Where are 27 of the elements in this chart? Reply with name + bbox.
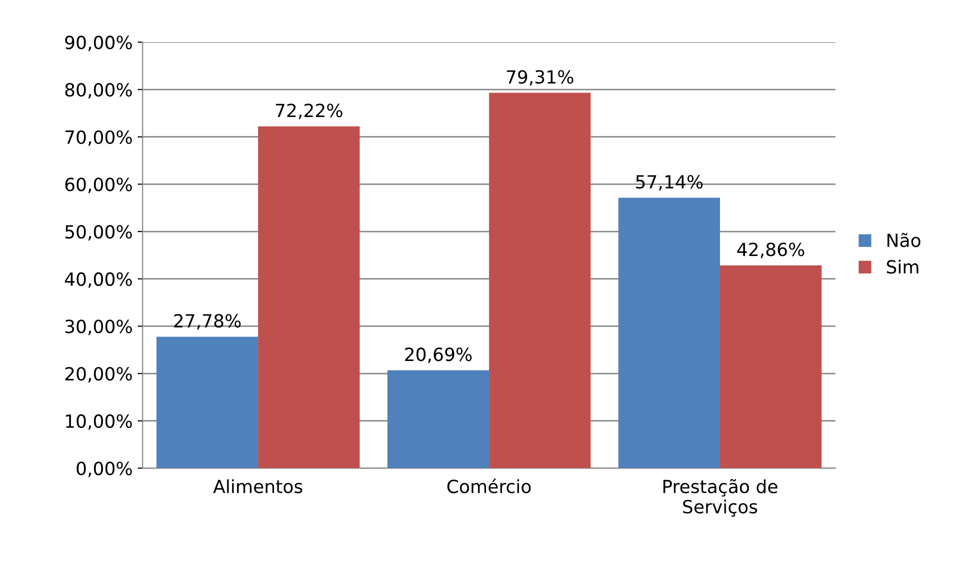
y-tick-label: 50,00%: [65, 224, 132, 240]
bar: [156, 336, 258, 468]
y-tick-label: 70,00%: [66, 130, 132, 146]
bar: [258, 126, 360, 468]
data-label: 20,69%: [405, 348, 472, 364]
bar: [387, 370, 490, 468]
y-tick-label: 0,00%: [76, 462, 132, 478]
legend-label: Sim: [886, 260, 918, 274]
y-tick-label: 60,00%: [65, 178, 132, 194]
data-label: 57,14%: [636, 175, 703, 191]
data-label: 42,86%: [737, 242, 804, 258]
data-label: 72,22%: [276, 104, 342, 120]
y-tick-label: 10,00%: [66, 414, 132, 430]
x-tick-label: Prestação de Serviços: [663, 479, 778, 517]
y-tick-label: 20,00%: [65, 366, 132, 382]
y-tick-label: 90,00%: [65, 36, 132, 52]
data-label: 27,78%: [174, 314, 241, 330]
bar: [489, 92, 591, 468]
x-tick-label: Comércio: [447, 478, 531, 494]
bar: [618, 198, 720, 468]
y-tick-label: 30,00%: [65, 320, 132, 336]
bar: [720, 265, 822, 468]
x-tick-label: Alimentos: [213, 479, 302, 494]
y-tick-label: 80,00%: [65, 82, 132, 98]
y-tick-label: 40,00%: [64, 272, 132, 288]
legend-label: Não: [887, 232, 920, 248]
data-label: 79,31%: [506, 70, 574, 86]
